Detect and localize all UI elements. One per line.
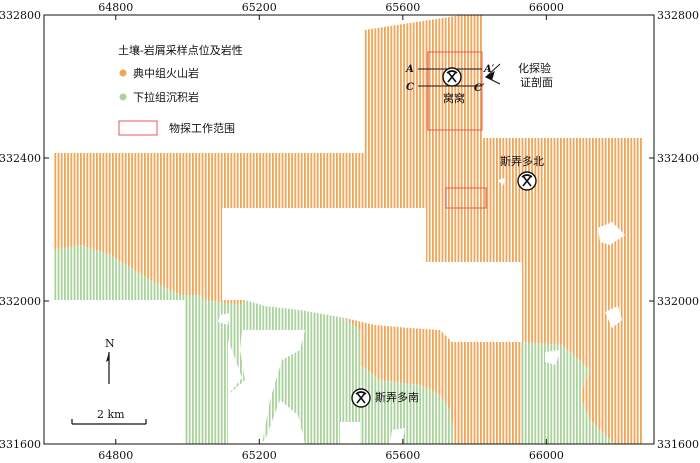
x-tick-label-top: 65200 bbox=[242, 1, 277, 14]
x-tick-label-bottom: 66000 bbox=[529, 449, 564, 462]
y-tick-label-right: 331600 bbox=[657, 438, 699, 451]
survey-outlines bbox=[427, 51, 487, 209]
sedimentary-rock-zone-east bbox=[522, 342, 614, 444]
legend-title: 土壤-岩屑采样点位及岩性 bbox=[118, 43, 243, 57]
legend: 土壤-岩屑采样点位及岩性 典中组火山岩 下拉组沉积岩 物探工作范围 bbox=[118, 43, 243, 136]
mine-icon bbox=[442, 67, 462, 87]
profile-note-line1: 化探验 bbox=[518, 61, 551, 75]
unsampled-areas bbox=[54, 15, 625, 444]
x-tick-label-bottom: 64800 bbox=[98, 449, 133, 462]
y-tick-label-left: 332000 bbox=[0, 295, 41, 308]
profile-note-line2: 证剖面 bbox=[520, 75, 553, 89]
mine-wowo-label: 窝窝 bbox=[443, 91, 465, 105]
sampling-area bbox=[54, 15, 642, 444]
mine-icon bbox=[517, 171, 537, 191]
y-tick-label-left: 332800 bbox=[0, 9, 41, 22]
north-arrow-label: N bbox=[105, 337, 115, 350]
point-c-label: C bbox=[406, 82, 414, 93]
x-tick-label-top: 66000 bbox=[529, 1, 564, 14]
legend-swatch-sedimentary bbox=[119, 93, 127, 101]
x-tick-label-top: 64800 bbox=[98, 1, 133, 14]
legend-item-survey: 物探工作范围 bbox=[169, 121, 235, 135]
map-frame bbox=[43, 14, 655, 445]
mine-south-label: 斯弄多南 bbox=[375, 390, 419, 404]
y-tick-label-right: 332800 bbox=[657, 9, 699, 22]
point-a-prime-label: A′ bbox=[483, 64, 495, 75]
y-tick-label-right: 332000 bbox=[657, 295, 699, 308]
y-tick-label-right: 332400 bbox=[657, 152, 699, 165]
scale-bar-label: 2 km bbox=[97, 408, 125, 421]
mine-north-label: 斯弄多北 bbox=[500, 154, 544, 168]
legend-swatch-volcanic bbox=[119, 69, 127, 77]
point-c-prime-label: C′ bbox=[474, 83, 485, 94]
north-arrow: N bbox=[105, 337, 115, 384]
y-tick-label-left: 332400 bbox=[0, 152, 41, 165]
legend-swatch-survey bbox=[118, 120, 158, 136]
legend-item-volcanic: 典中组火山岩 bbox=[133, 66, 199, 80]
x-tick-label-bottom: 65600 bbox=[385, 449, 420, 462]
scale-bar: 2 km bbox=[71, 408, 147, 425]
legend-item-sedimentary: 下拉组沉积岩 bbox=[133, 90, 199, 104]
point-a-label: A bbox=[405, 64, 414, 75]
x-tick-label-bottom: 65200 bbox=[242, 449, 277, 462]
x-tick-label-top: 65600 bbox=[385, 1, 420, 14]
mine-icon bbox=[351, 388, 371, 408]
y-tick-label-left: 331600 bbox=[0, 438, 41, 451]
